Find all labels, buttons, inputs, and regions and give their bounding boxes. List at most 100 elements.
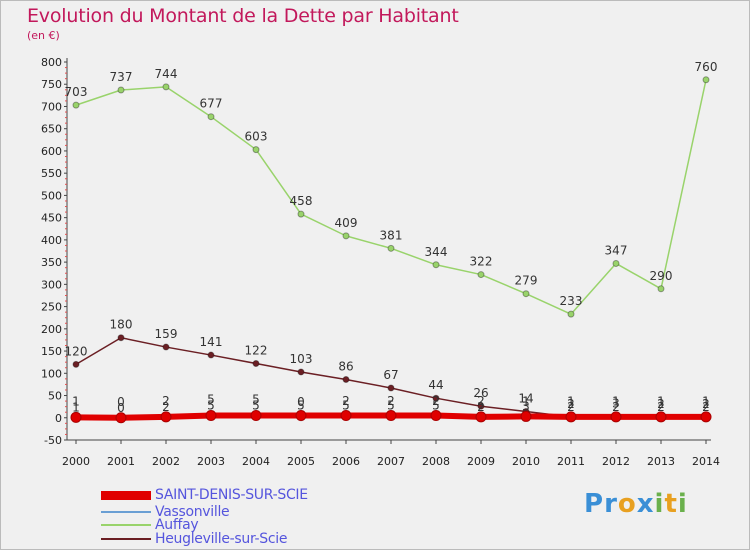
x-tick-label: 2010 bbox=[512, 455, 540, 468]
data-label: 0 bbox=[117, 401, 125, 415]
x-tick-label: 2008 bbox=[422, 455, 450, 468]
data-label: 2 bbox=[477, 400, 485, 414]
data-point bbox=[117, 334, 125, 342]
data-point bbox=[657, 285, 665, 293]
data-label: 677 bbox=[200, 97, 223, 111]
data-label: 279 bbox=[515, 274, 538, 288]
data-label: 5 bbox=[252, 393, 260, 407]
data-label: 3 bbox=[522, 399, 530, 413]
data-point bbox=[612, 259, 620, 267]
logo-letter: i bbox=[677, 489, 688, 519]
data-label: 2 bbox=[387, 394, 395, 408]
legend-item-vassonville: Vassonville bbox=[101, 504, 230, 520]
data-label: 5 bbox=[297, 399, 305, 413]
data-label: 5 bbox=[342, 399, 350, 413]
x-tick-label: 2000 bbox=[62, 455, 90, 468]
data-label: 26 bbox=[473, 386, 488, 400]
data-label: 1 bbox=[657, 394, 665, 408]
data-point bbox=[207, 113, 215, 121]
data-label: 103 bbox=[290, 352, 313, 366]
series-line bbox=[75, 79, 707, 315]
data-point bbox=[565, 411, 577, 423]
data-label: 2 bbox=[162, 400, 170, 414]
data-point bbox=[117, 86, 125, 94]
y-tick-label: 600 bbox=[41, 145, 62, 158]
data-point bbox=[295, 410, 307, 422]
x-tick-label: 2004 bbox=[242, 455, 270, 468]
data-label: 2 bbox=[477, 394, 485, 408]
data-label: 1 bbox=[567, 394, 575, 408]
legend-item-auffay: Auffay bbox=[101, 517, 199, 533]
x-tick-label: 2007 bbox=[377, 455, 405, 468]
data-label: 0 bbox=[297, 395, 305, 409]
data-label: 122 bbox=[245, 344, 268, 358]
logo-letter: P bbox=[584, 489, 605, 519]
legend-item-heugleville: Heugleville-sur-Scie bbox=[101, 531, 288, 547]
y-tick-label: 700 bbox=[41, 100, 62, 113]
data-label: 2 bbox=[162, 394, 170, 408]
data-point bbox=[340, 410, 352, 422]
data-point bbox=[477, 402, 485, 410]
data-point bbox=[387, 384, 395, 392]
data-label: 290 bbox=[650, 269, 673, 283]
y-tick-label: 0 bbox=[55, 412, 62, 425]
data-label: 1 bbox=[72, 394, 80, 408]
y-tick-label: 300 bbox=[41, 278, 62, 291]
data-label: 344 bbox=[425, 245, 448, 259]
data-label: 2 bbox=[702, 400, 710, 414]
logo-letter: i bbox=[654, 489, 665, 519]
data-label: 5 bbox=[387, 399, 395, 413]
data-point bbox=[342, 376, 350, 384]
data-label: 409 bbox=[335, 216, 358, 230]
legend-label: Auffay bbox=[155, 517, 199, 533]
data-label: 1 bbox=[522, 394, 530, 408]
data-label: 159 bbox=[155, 327, 178, 341]
y-tick-label: 550 bbox=[41, 167, 62, 180]
x-tick-label: 2013 bbox=[647, 455, 675, 468]
data-point bbox=[700, 411, 712, 423]
data-label: 603 bbox=[245, 130, 268, 144]
data-point bbox=[610, 411, 622, 423]
legend-label: SAINT-DENIS-SUR-SCIE bbox=[155, 487, 308, 503]
data-label: 14 bbox=[518, 392, 533, 406]
y-tick-label: 250 bbox=[41, 301, 62, 314]
chart-title: Evolution du Montant de la Dette par Hab… bbox=[27, 5, 459, 27]
x-tick-label: 2011 bbox=[557, 455, 585, 468]
data-label: 1 bbox=[702, 394, 710, 408]
x-tick-label: 2014 bbox=[692, 455, 720, 468]
data-point bbox=[72, 101, 80, 109]
data-point bbox=[432, 394, 440, 402]
data-point bbox=[387, 244, 395, 252]
data-label: 2 bbox=[567, 397, 575, 411]
data-point bbox=[477, 271, 485, 279]
x-tick-label: 2002 bbox=[152, 455, 180, 468]
data-point bbox=[70, 411, 82, 423]
x-tick-label: 2001 bbox=[107, 455, 135, 468]
y-tick-label: 750 bbox=[41, 78, 62, 91]
data-label: 5 bbox=[207, 393, 215, 407]
data-label: 2 bbox=[657, 400, 665, 414]
data-label: 322 bbox=[470, 255, 493, 269]
data-point bbox=[205, 410, 217, 422]
x-tick-label: 2009 bbox=[467, 455, 495, 468]
data-point bbox=[252, 146, 260, 154]
data-point bbox=[475, 411, 487, 423]
data-label: 2 bbox=[342, 394, 350, 408]
legend-label: Vassonville bbox=[155, 504, 230, 520]
data-label: 44 bbox=[428, 378, 443, 392]
logo-letter: t bbox=[664, 489, 678, 519]
data-label: 381 bbox=[380, 228, 403, 242]
data-point bbox=[207, 351, 215, 359]
y-tick-label: 50 bbox=[48, 390, 62, 403]
data-label: 233 bbox=[560, 294, 583, 308]
data-label: 2 bbox=[567, 400, 575, 414]
data-point bbox=[702, 76, 710, 84]
x-tick-label: 2003 bbox=[197, 455, 225, 468]
legend-swatch-heugleville bbox=[101, 538, 151, 540]
data-label: 180 bbox=[110, 318, 133, 332]
y-tick-label: 650 bbox=[41, 123, 62, 136]
data-label: 1 bbox=[612, 394, 620, 408]
logo-letter: o bbox=[617, 489, 637, 519]
y-tick-label: 150 bbox=[41, 345, 62, 358]
